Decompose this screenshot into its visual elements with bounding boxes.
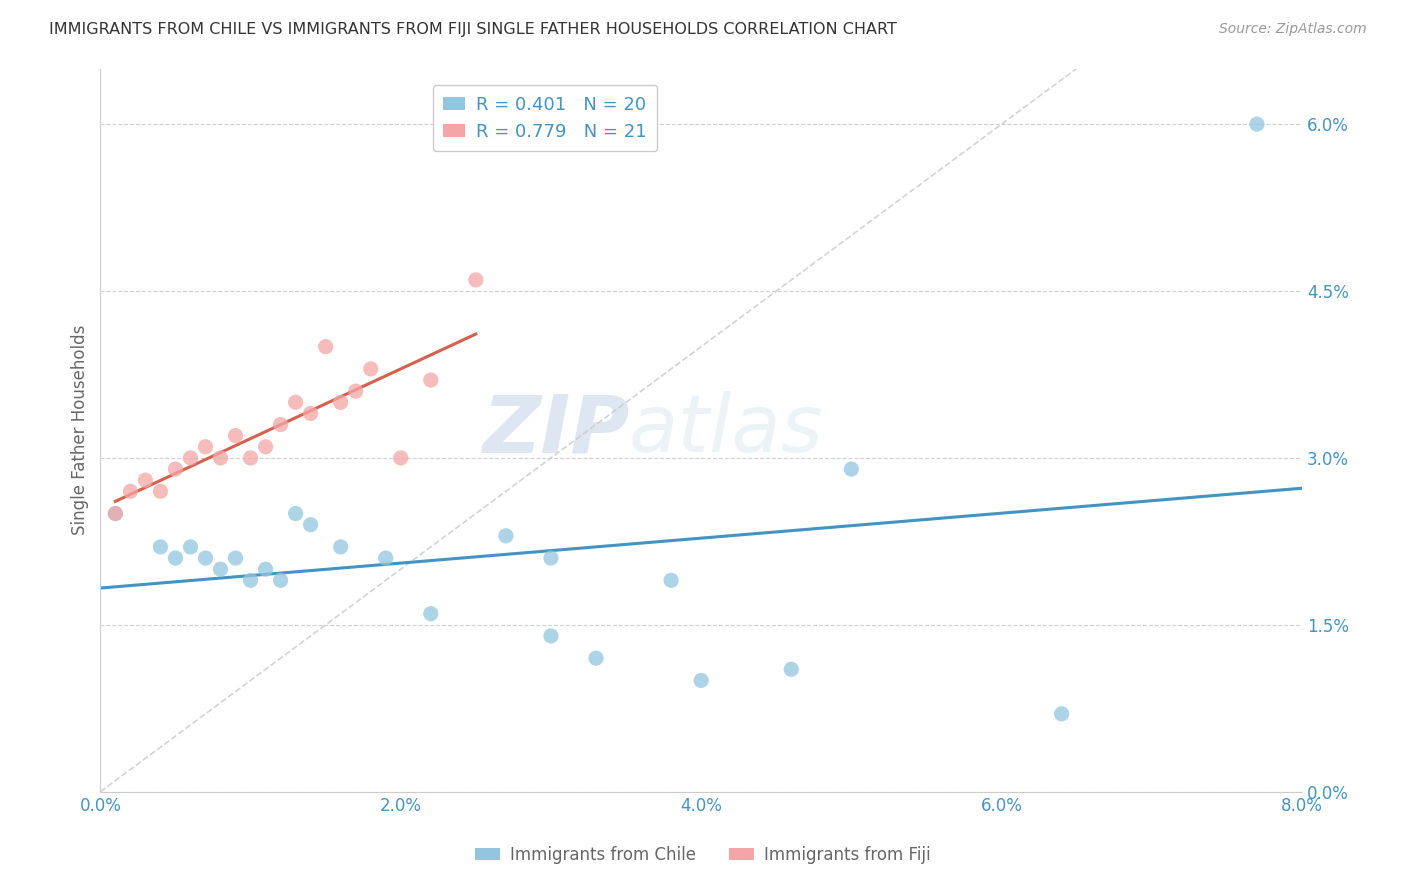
Point: [659, 574, 682, 588]
Point: [389, 450, 412, 465]
Point: [104, 507, 127, 521]
Point: [179, 450, 201, 465]
Point: [254, 440, 277, 454]
Text: atlas: atlas: [628, 391, 824, 469]
Point: [299, 406, 322, 420]
Point: [841, 462, 863, 476]
Point: [165, 551, 187, 566]
Point: [360, 362, 382, 376]
Point: [329, 540, 352, 554]
Point: [134, 473, 156, 487]
Point: [179, 540, 201, 554]
Point: [239, 574, 262, 588]
Point: [344, 384, 367, 399]
Legend: R = 0.401   N = 20, R = 0.779   N = 21: R = 0.401 N = 20, R = 0.779 N = 21: [433, 85, 658, 152]
Point: [194, 551, 217, 566]
Legend: Immigrants from Chile, Immigrants from Fiji: Immigrants from Chile, Immigrants from F…: [468, 839, 938, 871]
Point: [419, 607, 441, 621]
Point: [270, 417, 292, 432]
Text: IMMIGRANTS FROM CHILE VS IMMIGRANTS FROM FIJI SINGLE FATHER HOUSEHOLDS CORRELATI: IMMIGRANTS FROM CHILE VS IMMIGRANTS FROM…: [49, 22, 897, 37]
Y-axis label: Single Father Households: Single Father Households: [72, 325, 89, 535]
Point: [315, 340, 337, 354]
Point: [120, 484, 142, 499]
Point: [495, 529, 517, 543]
Point: [540, 551, 562, 566]
Point: [239, 450, 262, 465]
Point: [254, 562, 277, 576]
Point: [329, 395, 352, 409]
Point: [165, 462, 187, 476]
Point: [419, 373, 441, 387]
Text: Source: ZipAtlas.com: Source: ZipAtlas.com: [1219, 22, 1367, 37]
Point: [225, 551, 247, 566]
Point: [284, 395, 307, 409]
Point: [149, 540, 172, 554]
Point: [209, 450, 232, 465]
Point: [464, 273, 486, 287]
Point: [225, 428, 247, 442]
Point: [540, 629, 562, 643]
Point: [104, 507, 127, 521]
Point: [149, 484, 172, 499]
Point: [690, 673, 713, 688]
Point: [1246, 117, 1268, 131]
Point: [284, 507, 307, 521]
Point: [585, 651, 607, 665]
Point: [1050, 706, 1073, 721]
Point: [780, 662, 803, 676]
Text: ZIP: ZIP: [482, 391, 628, 469]
Point: [270, 574, 292, 588]
Point: [209, 562, 232, 576]
Point: [299, 517, 322, 532]
Point: [374, 551, 396, 566]
Point: [194, 440, 217, 454]
